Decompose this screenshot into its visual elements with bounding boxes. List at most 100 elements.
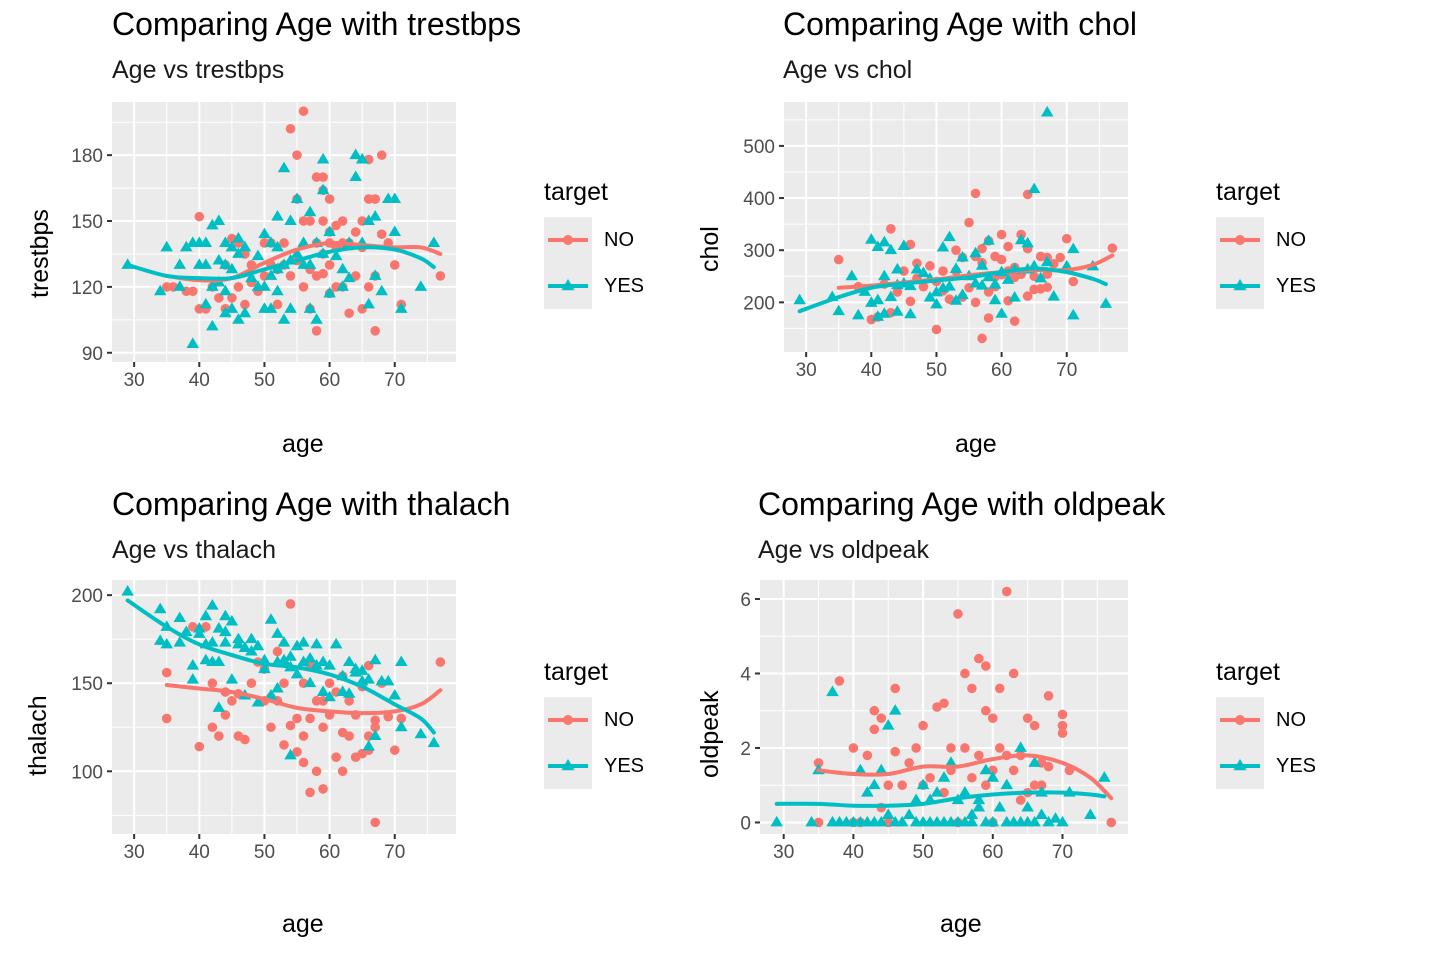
data-point-no	[918, 281, 929, 292]
data-point-yes	[355, 152, 369, 164]
y-tick-label: 200	[743, 293, 775, 314]
data-point-no	[233, 282, 244, 292]
x-axis-label: age	[282, 910, 324, 938]
x-tick-label: 70	[384, 842, 405, 863]
data-point-yes	[878, 269, 891, 281]
y-tick-label: 400	[743, 189, 775, 210]
data-point-yes	[956, 288, 969, 300]
data-point-no	[1055, 252, 1066, 263]
x-tick-label: 70	[1052, 842, 1073, 863]
data-point-yes	[1014, 741, 1027, 752]
data-point-no	[834, 676, 845, 686]
data-point-no	[890, 683, 901, 694]
data-point-yes	[271, 262, 284, 274]
data-point-no	[1008, 765, 1019, 776]
data-point-yes	[995, 307, 1008, 318]
data-point-yes	[1000, 778, 1013, 790]
data-point-no	[996, 254, 1007, 265]
data-point-no	[350, 271, 361, 281]
legend-swatch-graphic	[548, 715, 588, 725]
data-point-yes	[937, 771, 951, 782]
data-point-yes	[180, 240, 193, 252]
data-point-no	[1036, 780, 1047, 791]
legend-swatch-yes	[1216, 743, 1264, 789]
data-point-yes	[875, 763, 888, 775]
x-tick-label: 50	[926, 360, 947, 381]
data-point-no	[324, 678, 335, 689]
data-point-yes	[1056, 815, 1069, 827]
legend-item-no: NO	[1216, 217, 1316, 263]
data-point-no	[227, 696, 237, 706]
data-point-no	[953, 609, 963, 619]
data-point-yes	[362, 740, 375, 751]
data-point-yes	[805, 815, 818, 827]
data-point-no	[977, 333, 987, 344]
data-point-no	[344, 696, 354, 706]
data-point-no	[305, 713, 315, 724]
data-point-no	[1057, 720, 1068, 731]
data-point-yes	[199, 609, 213, 621]
data-point-no	[318, 172, 328, 182]
legend-swatch-graphic	[1220, 715, 1260, 725]
data-point-yes	[258, 662, 271, 674]
data-point-yes	[881, 808, 895, 819]
data-point-yes	[1040, 255, 1054, 267]
data-point-no	[370, 817, 381, 828]
data-point-yes	[368, 210, 382, 221]
data-point-yes	[323, 225, 336, 236]
legend-swatch-yes	[1216, 263, 1264, 309]
data-point-yes	[258, 280, 271, 291]
data-point-yes	[303, 302, 317, 313]
data-point-yes	[949, 294, 963, 305]
data-point-yes	[861, 786, 874, 797]
data-point-no	[311, 766, 322, 777]
data-point-yes	[1014, 233, 1028, 245]
y-tick-label: 180	[71, 146, 103, 167]
data-point-yes	[878, 307, 891, 318]
data-point-no	[967, 683, 977, 694]
x-tick-label: 40	[189, 842, 210, 863]
legend-label-yes: YES	[604, 754, 645, 777]
data-point-yes	[238, 306, 252, 318]
y-tick-label: 150	[71, 212, 103, 233]
data-point-yes	[1049, 812, 1062, 823]
data-point-yes	[891, 305, 904, 316]
data-point-no	[996, 229, 1007, 240]
x-tick-label: 40	[189, 370, 210, 391]
data-point-yes	[1001, 273, 1015, 284]
data-point-yes	[368, 653, 382, 665]
data-point-no	[435, 657, 446, 667]
data-point-yes	[793, 293, 806, 305]
data-point-yes	[868, 778, 881, 790]
data-point-no	[981, 661, 991, 671]
data-point-yes	[832, 304, 845, 316]
data-point-yes	[902, 808, 916, 819]
y-tick-label: 100	[71, 762, 103, 783]
data-point-yes	[193, 627, 206, 638]
data-point-no	[370, 326, 381, 336]
y-tick-label: 200	[71, 586, 103, 607]
data-point-yes	[264, 688, 278, 700]
data-point-no	[266, 722, 276, 733]
y-tick-label: 2	[740, 739, 751, 760]
y-axis-label: thalach	[24, 695, 52, 776]
data-point-yes	[1034, 271, 1047, 283]
data-point-no	[324, 260, 335, 270]
data-point-yes	[826, 685, 839, 697]
data-point-yes	[212, 253, 226, 265]
x-tick-label: 50	[913, 842, 934, 863]
data-point-yes	[388, 225, 402, 236]
data-point-yes	[979, 763, 993, 775]
data-point-yes	[212, 655, 226, 667]
data-point-no	[318, 216, 328, 226]
data-point-no	[318, 722, 328, 733]
data-point-yes	[323, 659, 336, 670]
y-tick-label: 0	[740, 813, 751, 834]
data-point-no	[279, 740, 289, 750]
data-point-yes	[1042, 815, 1055, 827]
data-point-yes	[153, 284, 167, 296]
data-point-yes	[193, 622, 206, 633]
data-point-no	[272, 646, 283, 657]
x-tick-label: 30	[124, 370, 145, 391]
data-point-no	[1009, 316, 1020, 326]
